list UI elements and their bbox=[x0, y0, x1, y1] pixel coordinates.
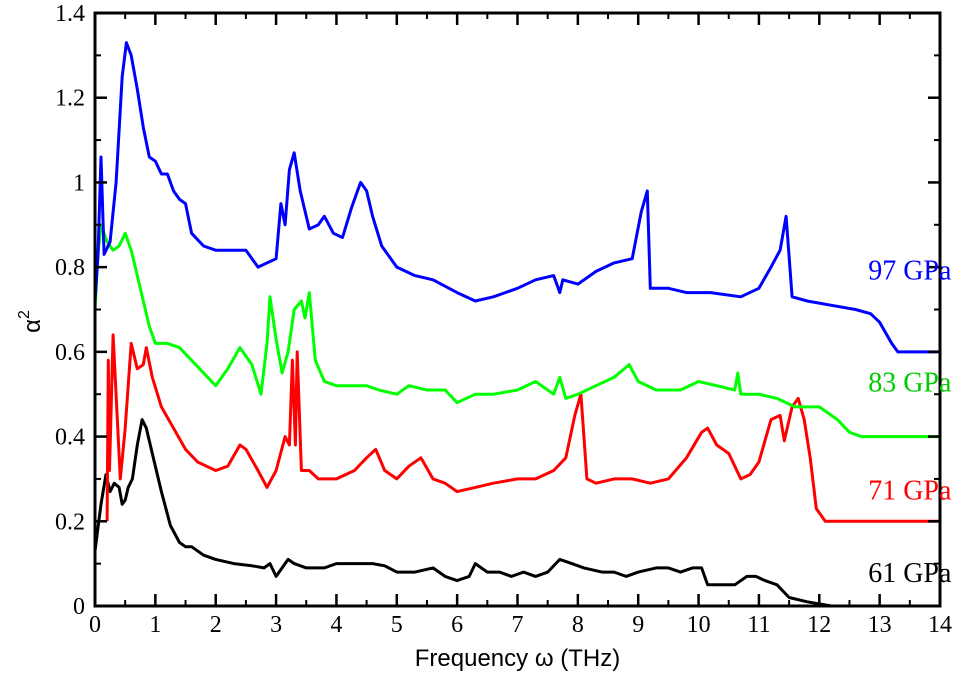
x-tick-label: 1 bbox=[149, 612, 161, 638]
y-tick-label: 1.2 bbox=[55, 86, 85, 112]
x-tick-label: 5 bbox=[391, 612, 403, 638]
x-axis-title: Frequency ω (THz) bbox=[415, 645, 620, 672]
y-tick-label: 1 bbox=[73, 170, 85, 196]
series-line-2 bbox=[93, 223, 940, 439]
plot-frame bbox=[93, 11, 942, 608]
x-tick-label: 13 bbox=[868, 612, 892, 638]
series-line-3 bbox=[93, 41, 940, 354]
x-tick-label: 12 bbox=[807, 612, 831, 638]
y-tick-label: 0.4 bbox=[55, 425, 85, 451]
x-tick-label: 11 bbox=[747, 612, 770, 638]
x-tick-label: 7 bbox=[512, 612, 524, 638]
y-axis-title-base: α bbox=[19, 319, 46, 333]
y-axis-title-text: α2 bbox=[16, 310, 46, 333]
series-label: 83 GPa bbox=[868, 368, 952, 399]
series-line-0 bbox=[93, 418, 940, 608]
y-tick-label: 0.2 bbox=[55, 509, 85, 535]
series-label: 61 GPa bbox=[868, 558, 952, 589]
x-tick-label: 14 bbox=[928, 612, 952, 638]
x-tick-label: 10 bbox=[687, 612, 711, 638]
series-line-1 bbox=[105, 333, 940, 523]
y-tick-label: 0.8 bbox=[55, 255, 85, 281]
y-axis-title: α2 bbox=[16, 310, 46, 333]
x-tick-label: 2 bbox=[210, 612, 222, 638]
x-tick-label: 0 bbox=[89, 612, 101, 638]
series-label: 71 GPa bbox=[868, 476, 952, 507]
series-label: 97 GPa bbox=[868, 255, 952, 286]
series-layer bbox=[93, 41, 940, 608]
x-tick-label: 9 bbox=[632, 612, 644, 638]
x-tick-label: 3 bbox=[270, 612, 282, 638]
x-tick-label: 8 bbox=[572, 612, 584, 638]
y-tick-label: 0 bbox=[73, 594, 85, 620]
label-layer: 97 GPa 83 GPa 71 GPa 61 GPa bbox=[868, 255, 952, 589]
y-axis-title-superscript: 2 bbox=[16, 310, 33, 319]
y-tick-label: 0.6 bbox=[55, 340, 85, 366]
x-tick-label: 4 bbox=[330, 612, 342, 638]
x-tick-label: 6 bbox=[451, 612, 463, 638]
y-tick-label: 1.4 bbox=[55, 1, 85, 27]
